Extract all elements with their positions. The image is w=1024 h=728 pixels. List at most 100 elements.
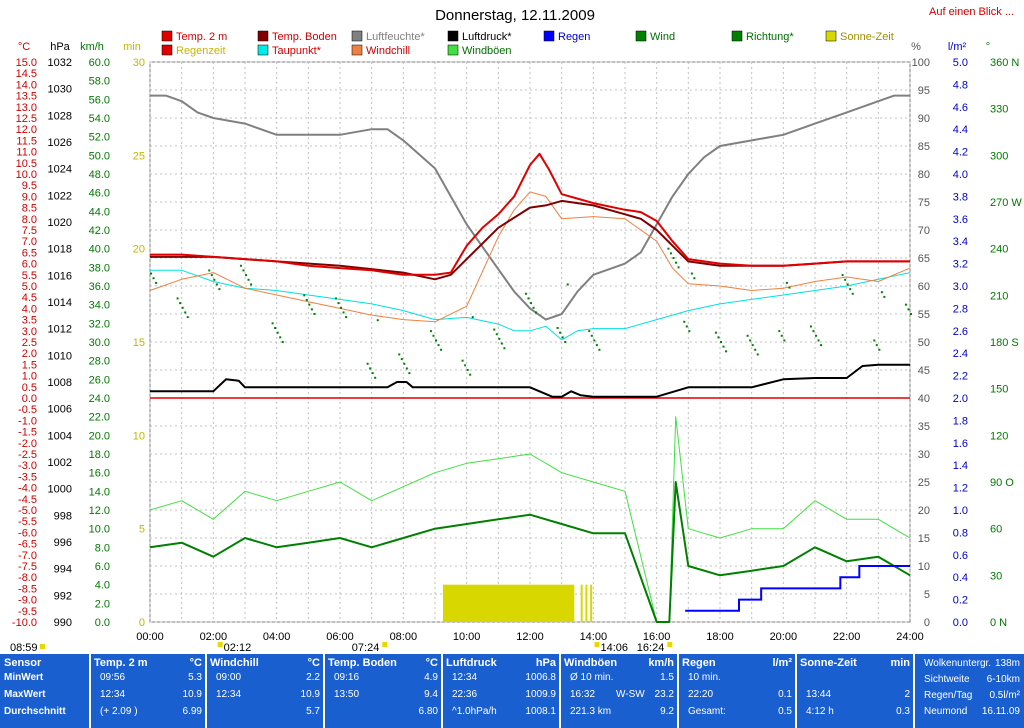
stats-row: 5.7 <box>210 706 320 720</box>
direction-dot <box>279 336 282 339</box>
tick-label-wind: 30.0 <box>89 337 110 349</box>
direction-dot <box>250 283 253 286</box>
tick-label-humidity: 80 <box>918 169 930 181</box>
direction-dot <box>783 339 786 342</box>
direction-dot <box>498 337 501 340</box>
time-marker-label: 07:24 <box>352 642 380 654</box>
tick-label-temp: -7.5 <box>18 561 37 573</box>
stats-divider <box>559 654 561 728</box>
direction-dot <box>340 306 342 309</box>
sun-duration-bar <box>580 584 583 622</box>
stats-row: Durchschnitt <box>4 706 86 720</box>
direction-dot <box>245 274 247 277</box>
direction-dot <box>667 247 670 250</box>
axis-unit-label: °C <box>18 41 30 53</box>
tick-label-rain: 2.4 <box>953 348 968 360</box>
direction-dot <box>722 345 725 348</box>
legend-label: Temp. Boden <box>272 31 337 43</box>
stats-panel: Sensor MinWert MaxWert Durchschnitt Temp. 2 … <box>0 654 1024 728</box>
tick-label-rain: 3.0 <box>953 281 968 293</box>
direction-dot <box>281 341 284 343</box>
tick-label-temp: 12.5 <box>16 113 37 125</box>
time-marker-label: 14:06 <box>601 642 629 654</box>
tick-label-time: 20:00 <box>770 631 798 643</box>
stats-divider <box>677 654 679 728</box>
tick-label-rain: 3.4 <box>953 236 968 248</box>
tick-label-time: 14:00 <box>580 631 608 643</box>
tick-label-time: 22:00 <box>833 631 861 643</box>
tick-label-humidity: 20 <box>918 505 930 517</box>
tick-label-temp: -5.0 <box>18 505 37 517</box>
direction-dot <box>720 341 722 343</box>
direction-dot <box>403 362 406 365</box>
stats-cell-label: MinWert <box>4 672 44 683</box>
tick-label-direction: 330 <box>990 104 1008 116</box>
tick-label-minutes: 5 <box>139 524 145 536</box>
direction-dot <box>400 358 403 361</box>
axis-unit-label: min <box>123 41 141 53</box>
tick-label-rain: 4.6 <box>953 102 968 114</box>
stats-divider <box>323 654 325 728</box>
direction-dot <box>717 336 720 339</box>
direction-dot <box>878 348 881 351</box>
direction-dot <box>179 302 182 305</box>
direction-dot <box>176 297 179 300</box>
tick-label-direction: 210 <box>990 290 1008 302</box>
stats-panel-1: Temp. 2 m °C 09:56 5.3 12:34 10.9 (+ 2.09 ) 6.9… <box>90 654 206 728</box>
stats-unit: °C <box>307 657 320 669</box>
tick-label-direction: 300 <box>990 150 1008 162</box>
tick-label-pressure: 1002 <box>48 457 72 469</box>
direction-dot <box>405 367 408 370</box>
axis-unit-label: ° <box>986 41 990 53</box>
tick-label-wind: 18.0 <box>89 449 110 461</box>
tick-label-rain: 5.0 <box>953 57 968 69</box>
direction-dot <box>208 269 211 272</box>
tick-label-temp: 12.0 <box>16 124 37 136</box>
stats-cell-value: 0.1 <box>778 689 792 700</box>
direction-dot <box>435 339 437 342</box>
tick-label-humidity: 10 <box>918 561 930 573</box>
stats-header: Windchill °C <box>210 657 320 669</box>
direction-dot <box>464 364 467 367</box>
dewpoint-line <box>150 269 911 341</box>
direction-dot <box>313 313 316 315</box>
direction-dot <box>598 348 601 351</box>
direction-dot <box>181 306 184 309</box>
axis-unit-label: % <box>911 41 921 53</box>
stats-title: Temp. Boden <box>328 657 397 669</box>
quick-view-link[interactable]: Auf einen Blick ... <box>929 6 1014 18</box>
stats-title: Windchill <box>210 657 259 669</box>
tick-label-temp: -0.5 <box>18 404 37 416</box>
tick-label-wind: 32.0 <box>89 318 110 330</box>
stats-divider <box>89 654 91 728</box>
direction-dot <box>213 278 216 281</box>
axis-labels: °C hPa km/h min% l/m² °-10.0-9.5-9.0-8.5-8.0-… <box>12 41 1022 643</box>
stats-panel-7: Sonne-Zeit min 13:44 2 4:12 h 0.3 <box>796 654 914 728</box>
tick-label-direction: 90 O <box>990 477 1014 489</box>
time-marker-icon <box>217 642 223 647</box>
direction-dot <box>186 316 189 319</box>
stats-cell-value: 6.80 <box>418 706 438 717</box>
direction-dot <box>873 339 876 342</box>
tick-label-temp: -4.5 <box>18 494 37 506</box>
sun-duration-bar <box>442 584 575 622</box>
tick-label-time: 12:00 <box>516 631 544 643</box>
direction-dot <box>595 344 598 347</box>
stats-cell-label: Ø 10 min. <box>570 672 614 683</box>
direction-dot <box>247 278 250 281</box>
direction-dot <box>303 294 306 297</box>
stats-panel-5: Windböen km/h Ø 10 min. 1.5 16:32 W-SW 23.2 221… <box>560 654 678 728</box>
tick-label-direction: 120 <box>990 430 1008 442</box>
tick-label-rain: 4.0 <box>953 169 968 181</box>
tick-label-pressure: 1024 <box>48 164 72 176</box>
stats-panel-0: Sensor MinWert MaxWert Durchschnitt <box>0 654 90 728</box>
tick-label-wind: 44.0 <box>89 206 110 218</box>
direction-dot <box>369 367 372 370</box>
legend-label: Richtung* <box>746 31 794 43</box>
tick-label-direction: 240 <box>990 244 1008 256</box>
stats-row: 09:00 2.2 <box>210 672 320 686</box>
tick-label-temp: 1.0 <box>22 371 37 383</box>
tick-label-direction: 180 S <box>990 337 1019 349</box>
stats-row: (+ 2.09 ) 6.99 <box>94 706 202 720</box>
direction-dot <box>493 328 496 331</box>
